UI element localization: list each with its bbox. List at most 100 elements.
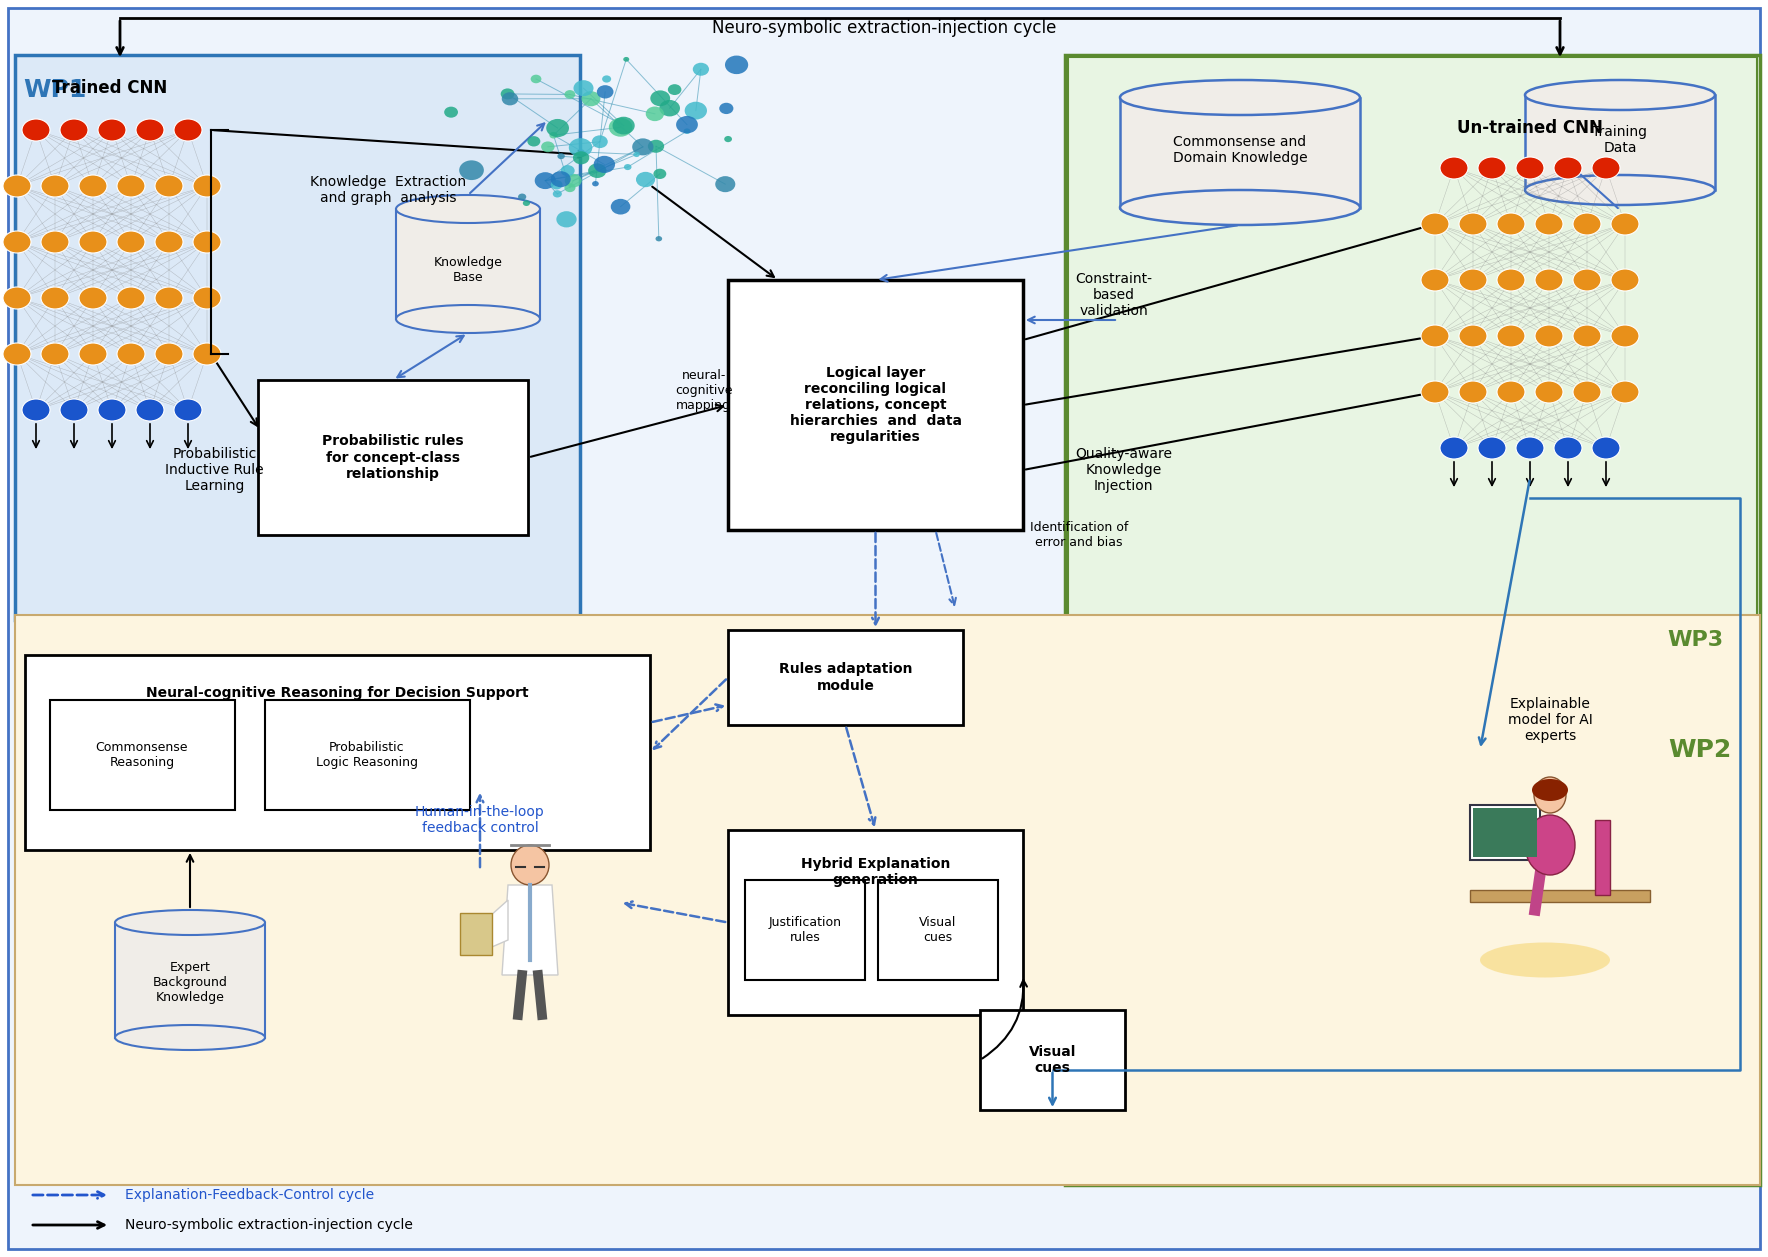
Text: Un-trained CNN: Un-trained CNN xyxy=(1457,119,1604,137)
Ellipse shape xyxy=(1515,437,1543,459)
Ellipse shape xyxy=(41,231,69,253)
FancyBboxPatch shape xyxy=(258,380,529,535)
Ellipse shape xyxy=(1574,212,1602,235)
Text: Logical layer
reconciling logical
relations, concept
hierarchies  and  data
regu: Logical layer reconciling logical relati… xyxy=(790,366,962,445)
Ellipse shape xyxy=(193,343,221,365)
Polygon shape xyxy=(502,885,559,975)
Ellipse shape xyxy=(115,1024,265,1050)
Ellipse shape xyxy=(60,119,88,141)
Text: Human-in-the-loop
feedback control: Human-in-the-loop feedback control xyxy=(415,804,545,835)
Text: Probabilistic rules
for concept-class
relationship: Probabilistic rules for concept-class re… xyxy=(322,435,463,480)
FancyBboxPatch shape xyxy=(25,655,651,850)
Ellipse shape xyxy=(41,175,69,197)
Ellipse shape xyxy=(523,200,530,206)
Ellipse shape xyxy=(716,176,735,192)
FancyBboxPatch shape xyxy=(879,880,997,980)
Ellipse shape xyxy=(1554,157,1582,178)
Ellipse shape xyxy=(80,343,108,365)
Text: Visual
cues: Visual cues xyxy=(1029,1045,1077,1075)
Ellipse shape xyxy=(173,398,202,421)
Ellipse shape xyxy=(511,845,550,885)
Ellipse shape xyxy=(1497,381,1526,403)
Ellipse shape xyxy=(80,231,108,253)
Text: Knowledge
Base: Knowledge Base xyxy=(433,256,502,284)
Ellipse shape xyxy=(117,287,145,309)
Ellipse shape xyxy=(592,181,599,186)
Ellipse shape xyxy=(589,163,606,178)
Ellipse shape xyxy=(156,343,184,365)
Bar xyxy=(396,209,539,319)
Ellipse shape xyxy=(156,175,184,197)
Ellipse shape xyxy=(636,172,656,187)
Ellipse shape xyxy=(4,343,32,365)
Ellipse shape xyxy=(603,75,612,83)
Text: Explainable
model for AI
experts: Explainable model for AI experts xyxy=(1508,696,1593,743)
Ellipse shape xyxy=(546,119,569,137)
Ellipse shape xyxy=(720,103,734,114)
Ellipse shape xyxy=(1535,381,1563,403)
Ellipse shape xyxy=(4,287,32,309)
Ellipse shape xyxy=(518,194,527,200)
Text: Neuro-symbolic extraction-injection cycle: Neuro-symbolic extraction-injection cycl… xyxy=(126,1218,414,1232)
Ellipse shape xyxy=(1535,269,1563,292)
Ellipse shape xyxy=(592,136,608,148)
Bar xyxy=(1119,98,1360,207)
Ellipse shape xyxy=(117,175,145,197)
Ellipse shape xyxy=(1439,437,1467,459)
FancyBboxPatch shape xyxy=(728,280,1024,530)
Ellipse shape xyxy=(598,85,613,98)
Ellipse shape xyxy=(1119,190,1360,225)
Text: WP2: WP2 xyxy=(1669,738,1731,762)
Ellipse shape xyxy=(193,175,221,197)
Ellipse shape xyxy=(1421,269,1450,292)
Ellipse shape xyxy=(569,138,592,157)
Ellipse shape xyxy=(117,231,145,253)
Ellipse shape xyxy=(41,343,69,365)
Ellipse shape xyxy=(1421,381,1450,403)
Ellipse shape xyxy=(1497,326,1526,347)
Ellipse shape xyxy=(1459,269,1487,292)
Ellipse shape xyxy=(1497,212,1526,235)
Ellipse shape xyxy=(612,117,635,134)
Ellipse shape xyxy=(608,118,633,137)
Text: Explanation-Feedback-Control cycle: Explanation-Feedback-Control cycle xyxy=(126,1188,375,1202)
Text: Quality-aware
Knowledge
Injection: Quality-aware Knowledge Injection xyxy=(1075,446,1172,493)
Ellipse shape xyxy=(41,287,69,309)
Ellipse shape xyxy=(1478,437,1506,459)
FancyBboxPatch shape xyxy=(744,880,865,980)
Ellipse shape xyxy=(1526,815,1575,875)
Ellipse shape xyxy=(1591,157,1619,178)
Ellipse shape xyxy=(1421,212,1450,235)
FancyBboxPatch shape xyxy=(979,1011,1124,1110)
FancyBboxPatch shape xyxy=(50,700,235,810)
Ellipse shape xyxy=(564,184,576,192)
Ellipse shape xyxy=(693,63,709,75)
Ellipse shape xyxy=(136,398,164,421)
Ellipse shape xyxy=(573,151,589,165)
FancyBboxPatch shape xyxy=(460,913,492,955)
Ellipse shape xyxy=(659,99,681,117)
Text: Visual
cues: Visual cues xyxy=(919,916,956,944)
Ellipse shape xyxy=(1119,80,1360,114)
Ellipse shape xyxy=(564,91,575,99)
Ellipse shape xyxy=(502,92,518,106)
Ellipse shape xyxy=(1459,381,1487,403)
Ellipse shape xyxy=(1591,437,1619,459)
Ellipse shape xyxy=(534,172,555,189)
FancyBboxPatch shape xyxy=(9,8,1759,1249)
Ellipse shape xyxy=(624,57,629,62)
Ellipse shape xyxy=(4,175,32,197)
FancyBboxPatch shape xyxy=(1473,808,1536,857)
Ellipse shape xyxy=(4,231,32,253)
Ellipse shape xyxy=(647,140,665,153)
Ellipse shape xyxy=(460,161,484,180)
Ellipse shape xyxy=(553,190,562,197)
Text: Neural-cognitive Reasoning for Decision Support: Neural-cognitive Reasoning for Decision … xyxy=(147,686,529,700)
Ellipse shape xyxy=(1478,157,1506,178)
FancyBboxPatch shape xyxy=(14,615,1759,1185)
Ellipse shape xyxy=(115,910,265,935)
Text: Constraint-
based
validation: Constraint- based validation xyxy=(1075,272,1153,318)
Ellipse shape xyxy=(656,236,663,241)
Ellipse shape xyxy=(1439,157,1467,178)
Text: WP1: WP1 xyxy=(23,78,87,102)
